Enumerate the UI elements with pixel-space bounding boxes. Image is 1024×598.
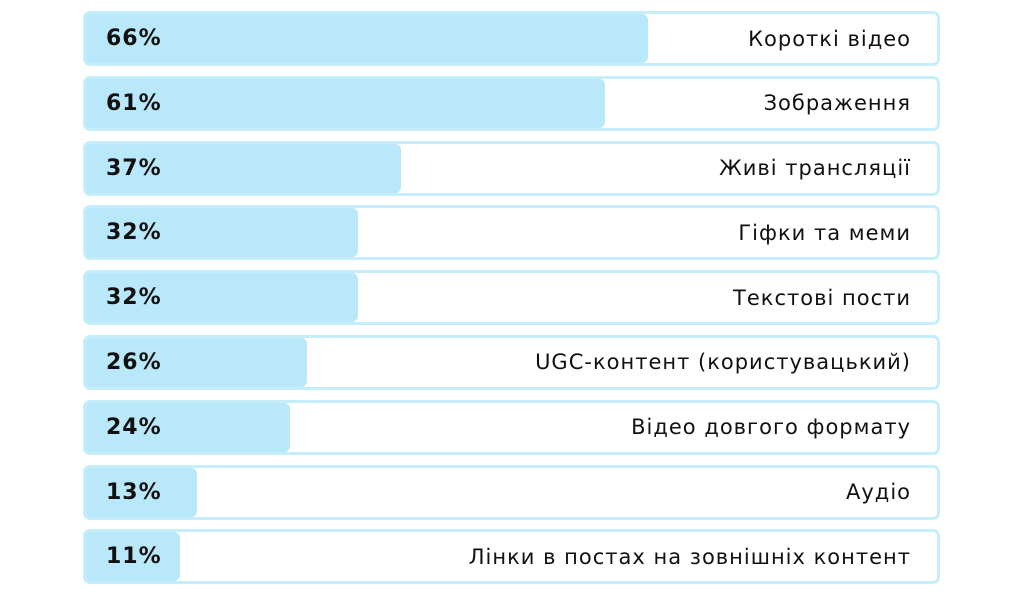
bar-value-label: 26% — [106, 349, 162, 375]
bar-value-label: 61% — [106, 90, 162, 116]
bar-value-label: 32% — [106, 220, 162, 246]
bar-fill — [86, 78, 606, 128]
bar-value-label: 37% — [106, 155, 162, 181]
bar-value-label: 32% — [106, 285, 162, 311]
bar-category-label: Аудіо — [846, 480, 911, 505]
bar-row: 32% Текстові пости — [83, 270, 940, 326]
bar-fill — [86, 273, 359, 323]
bar-fill — [86, 143, 401, 193]
bar-category-label: Текстові пости — [733, 285, 911, 310]
bar-row: 26% UGC-контент (користувацький) — [83, 334, 940, 390]
bar-category-label: Лінки в постах на зовнішніх контент — [468, 544, 911, 569]
bar-category-label: Зображення — [763, 91, 911, 116]
bar-row: 37% Живі трансляції — [83, 140, 940, 196]
bar-category-label: Відео довгого формату — [631, 415, 911, 440]
bar-fill — [86, 402, 291, 452]
bar-value-label: 24% — [106, 414, 162, 440]
bar-category-label: Живі трансляції — [719, 156, 911, 181]
bar-value-label: 13% — [106, 479, 162, 505]
bar-row: 11% Лінки в постах на зовнішніх контент — [83, 529, 940, 585]
bar-fill — [86, 14, 648, 63]
bar-fill — [86, 467, 197, 517]
bar-row: 24% Відео довгого формату — [83, 399, 940, 455]
bar-value-label: 66% — [106, 26, 162, 51]
bar-category-label: Короткі відео — [748, 26, 911, 51]
bar-value-label: 11% — [106, 544, 162, 570]
bar-category-label: Гіфки та меми — [738, 220, 911, 245]
bar-fill — [86, 208, 359, 258]
bar-fill — [86, 337, 308, 387]
bar-row: 13% Аудіо — [83, 464, 940, 520]
bar-row: 66% Короткі відео — [83, 11, 940, 66]
bar-fill — [86, 532, 180, 582]
bar-category-label: UGC-контент (користувацький) — [535, 350, 911, 375]
horizontal-bar-chart: 66% Короткі відео 61% Зображення 37% Живі тра… — [83, 11, 940, 585]
bar-row: 61% Зображення — [83, 75, 940, 131]
bar-row: 32% Гіфки та меми — [83, 205, 940, 261]
